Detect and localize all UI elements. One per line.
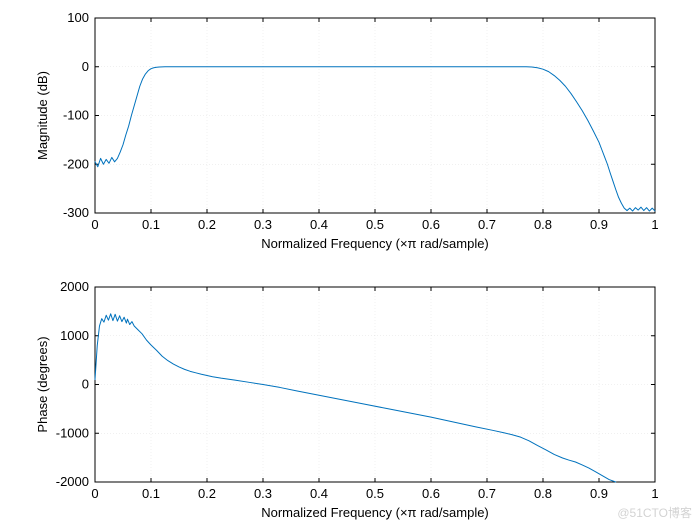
- y-tick-label: 100: [67, 10, 89, 25]
- y-tick-label: 2000: [60, 279, 89, 294]
- x-tick-label: 0.8: [534, 486, 552, 501]
- x-tick-label: 0.3: [254, 217, 272, 232]
- x-tick-label: 0.5: [366, 486, 384, 501]
- plot-area: 0 0.1 0.2 0.3 0.4 0.5 0.6 0.7 0.8 0.9 1 -2000 -1000 0…: [35, 279, 659, 520]
- y-tick-label: 0: [82, 59, 89, 74]
- plot-area: 0 0.1 0.2 0.3 0.4 0.5 0.6 0.7 0.8 0.9 1 -300 -200 -10…: [35, 10, 659, 251]
- x-axis-label: Normalized Frequency (×π rad/sample): [261, 505, 489, 520]
- x-tick-label: 1: [651, 217, 658, 232]
- x-tick-label: 0.7: [478, 217, 496, 232]
- x-tick-label: 0.9: [590, 217, 608, 232]
- y-tick-label: 0: [82, 377, 89, 392]
- x-tick-label: 0.2: [198, 217, 216, 232]
- x-tick-label: 0: [91, 486, 98, 501]
- y-tick-label: 1000: [60, 328, 89, 343]
- x-tick-label: 0.9: [590, 486, 608, 501]
- x-tick-label: 0.5: [366, 217, 384, 232]
- x-tick-label: 0.8: [534, 217, 552, 232]
- data-line: [95, 314, 616, 482]
- x-tick-label: 0: [91, 217, 98, 232]
- y-axis-label: Phase (degrees): [35, 336, 50, 432]
- y-tick-label: -200: [63, 156, 89, 171]
- x-tick-label: 0.1: [142, 486, 160, 501]
- y-tick-label: -1000: [56, 425, 89, 440]
- y-tick-label: -300: [63, 205, 89, 220]
- x-axis-label: Normalized Frequency (×π rad/sample): [261, 236, 489, 251]
- x-tick-label: 0.6: [422, 486, 440, 501]
- watermark: @51CTO博客: [617, 504, 692, 521]
- y-tick-label: -2000: [56, 474, 89, 489]
- x-tick-label: 1: [651, 486, 658, 501]
- x-tick-label: 0.3: [254, 486, 272, 501]
- x-tick-label: 0.4: [310, 217, 328, 232]
- y-axis-label: Magnitude (dB): [35, 71, 50, 160]
- x-tick-label: 0.6: [422, 217, 440, 232]
- x-tick-label: 0.1: [142, 217, 160, 232]
- x-tick-label: 0.2: [198, 486, 216, 501]
- y-tick-label: -100: [63, 108, 89, 123]
- x-tick-label: 0.7: [478, 486, 496, 501]
- x-tick-label: 0.4: [310, 486, 328, 501]
